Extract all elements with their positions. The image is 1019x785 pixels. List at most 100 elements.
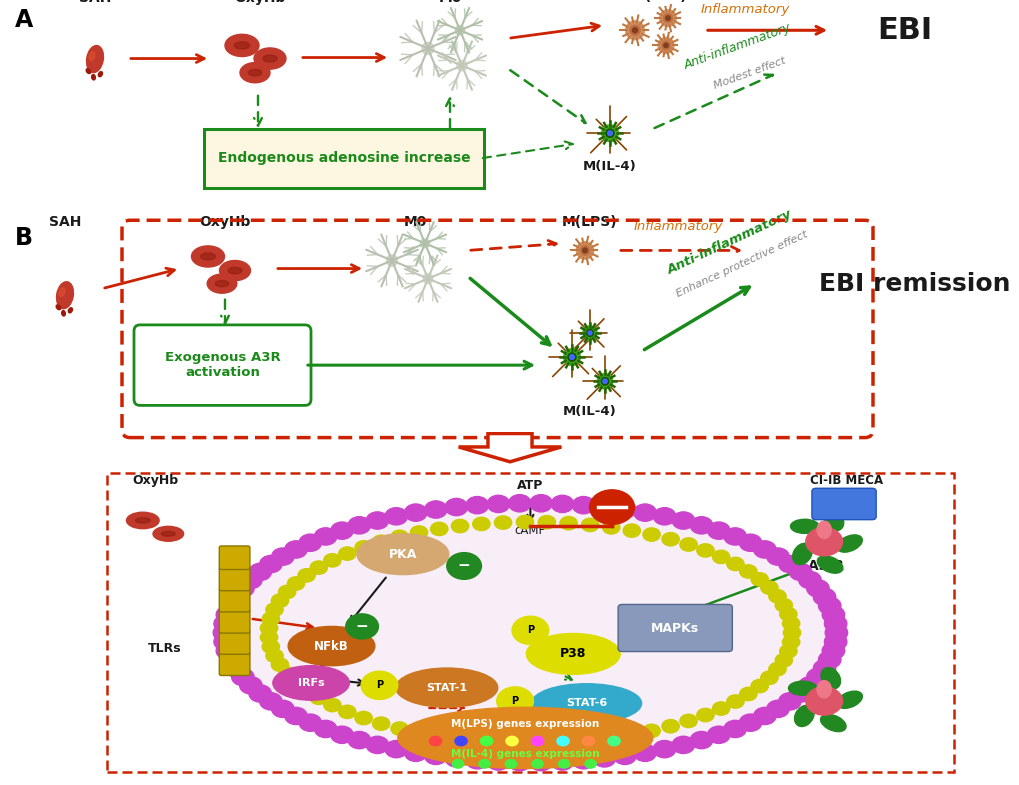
- Circle shape: [423, 274, 433, 283]
- Circle shape: [777, 556, 800, 573]
- Circle shape: [789, 564, 811, 581]
- Circle shape: [583, 326, 596, 340]
- Circle shape: [284, 707, 307, 725]
- Ellipse shape: [161, 531, 175, 536]
- Ellipse shape: [86, 69, 91, 74]
- Circle shape: [750, 679, 767, 692]
- Circle shape: [505, 736, 518, 746]
- Circle shape: [496, 687, 533, 715]
- Circle shape: [568, 353, 576, 361]
- Ellipse shape: [263, 55, 277, 62]
- Text: IRFs: IRFs: [298, 678, 324, 688]
- Circle shape: [213, 624, 235, 641]
- Text: A: A: [15, 8, 34, 32]
- Circle shape: [310, 561, 327, 575]
- Text: −: −: [458, 558, 470, 574]
- Circle shape: [472, 517, 489, 531]
- Ellipse shape: [836, 691, 861, 708]
- Text: cAMP: cAMP: [515, 524, 545, 537]
- Text: Anti-inflammatory: Anti-inflammatory: [682, 20, 793, 71]
- Circle shape: [659, 9, 676, 27]
- Ellipse shape: [92, 75, 95, 80]
- Circle shape: [602, 379, 606, 383]
- Text: ATP: ATP: [517, 479, 543, 492]
- Text: EBI: EBI: [876, 16, 931, 45]
- Circle shape: [225, 589, 248, 606]
- Ellipse shape: [192, 246, 224, 267]
- Circle shape: [798, 571, 820, 589]
- Circle shape: [361, 671, 397, 699]
- Ellipse shape: [248, 69, 262, 76]
- Text: TLRs: TLRs: [148, 641, 181, 655]
- Circle shape: [405, 504, 427, 521]
- Circle shape: [753, 541, 775, 558]
- Circle shape: [422, 42, 433, 54]
- Circle shape: [572, 497, 594, 514]
- Circle shape: [661, 41, 669, 50]
- Text: −: −: [356, 619, 368, 634]
- Circle shape: [266, 649, 283, 663]
- FancyArrow shape: [459, 433, 560, 462]
- Ellipse shape: [225, 35, 259, 57]
- Circle shape: [494, 736, 512, 750]
- Circle shape: [789, 685, 811, 702]
- Circle shape: [225, 659, 248, 677]
- Circle shape: [216, 642, 238, 659]
- Circle shape: [821, 642, 844, 659]
- Circle shape: [508, 495, 531, 512]
- Circle shape: [298, 568, 315, 582]
- Circle shape: [323, 553, 340, 567]
- FancyBboxPatch shape: [107, 473, 953, 772]
- Circle shape: [625, 21, 644, 40]
- Circle shape: [444, 750, 467, 767]
- Text: OxyHb: OxyHb: [199, 215, 251, 229]
- Circle shape: [665, 16, 669, 20]
- Circle shape: [266, 603, 283, 616]
- Text: Endogenous adenosine increase: Endogenous adenosine increase: [217, 152, 470, 166]
- Circle shape: [347, 732, 370, 749]
- Circle shape: [260, 622, 277, 635]
- Ellipse shape: [87, 46, 103, 72]
- Circle shape: [550, 495, 573, 513]
- Circle shape: [753, 707, 775, 725]
- Circle shape: [823, 633, 846, 651]
- Circle shape: [602, 520, 620, 534]
- Circle shape: [798, 677, 820, 694]
- Circle shape: [355, 711, 372, 725]
- Circle shape: [287, 675, 305, 688]
- Ellipse shape: [56, 282, 73, 309]
- Circle shape: [739, 564, 756, 578]
- Circle shape: [429, 736, 441, 746]
- Text: P38: P38: [559, 648, 586, 660]
- Circle shape: [338, 547, 356, 560]
- Circle shape: [559, 736, 577, 749]
- Circle shape: [550, 753, 573, 770]
- FancyBboxPatch shape: [219, 567, 250, 591]
- Circle shape: [723, 528, 746, 545]
- Circle shape: [653, 740, 676, 758]
- Circle shape: [782, 635, 799, 648]
- Circle shape: [531, 736, 543, 746]
- Circle shape: [558, 760, 570, 768]
- Circle shape: [642, 725, 659, 738]
- Text: M(IL-4): M(IL-4): [562, 405, 616, 418]
- Ellipse shape: [823, 509, 843, 531]
- Circle shape: [347, 517, 370, 534]
- Circle shape: [504, 760, 516, 768]
- Circle shape: [576, 242, 593, 259]
- Text: M(IL-4) genes expression: M(IL-4) genes expression: [450, 749, 599, 758]
- Text: CI-IB MECA: CI-IB MECA: [809, 473, 882, 487]
- Circle shape: [310, 691, 327, 704]
- Text: M(LPS) genes expression: M(LPS) genes expression: [450, 719, 599, 728]
- Ellipse shape: [357, 534, 448, 575]
- Ellipse shape: [531, 684, 641, 723]
- Circle shape: [690, 732, 712, 749]
- Circle shape: [777, 692, 800, 710]
- Circle shape: [663, 43, 667, 48]
- Ellipse shape: [816, 556, 842, 573]
- Circle shape: [231, 580, 254, 597]
- Circle shape: [366, 512, 388, 529]
- Circle shape: [271, 700, 293, 717]
- Circle shape: [597, 374, 612, 389]
- Circle shape: [711, 550, 729, 564]
